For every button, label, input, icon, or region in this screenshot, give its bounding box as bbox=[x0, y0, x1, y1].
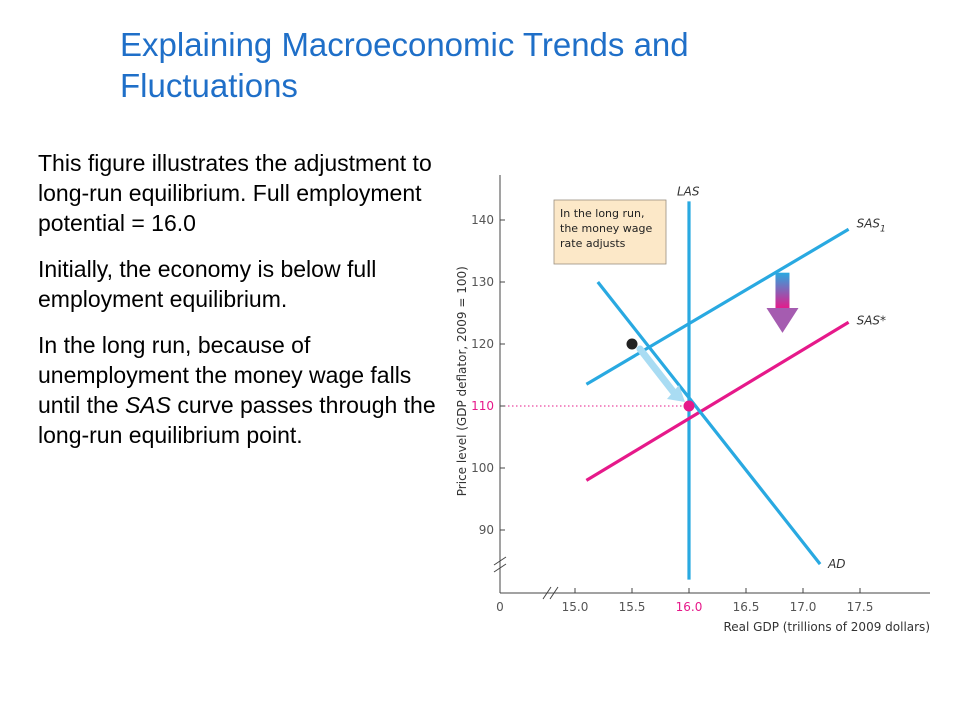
y-axis-title: Price level (GDP deflator, 2009 = 100) bbox=[455, 266, 469, 496]
adjustment-arrow-shaft bbox=[636, 345, 679, 398]
initial-equilibrium-point bbox=[626, 338, 638, 350]
x-tick-label: 15.0 bbox=[562, 600, 589, 614]
curve-sas bbox=[585, 320, 850, 482]
y-tick-label: 100 bbox=[471, 461, 494, 475]
x-tick-label: 17.5 bbox=[847, 600, 874, 614]
y-tick-label: 110 bbox=[471, 399, 494, 413]
label-sas1: SAS1 bbox=[857, 216, 886, 234]
adjustment-arrow-head bbox=[667, 385, 685, 402]
paragraph-3: In the long run, because of unemployment… bbox=[38, 330, 458, 450]
annotation-line: In the long run, bbox=[560, 207, 644, 220]
label-subscript: 1 bbox=[880, 224, 886, 234]
x-tick-label: 15.5 bbox=[619, 600, 646, 614]
text-column: This figure illustrates the adjustment t… bbox=[38, 148, 458, 466]
y-tick-label: 90 bbox=[479, 523, 494, 537]
x-axis-break bbox=[542, 586, 559, 600]
x-tick-label: 16.5 bbox=[733, 600, 760, 614]
slide-title: Explaining Macroeconomic Trends and Fluc… bbox=[120, 26, 689, 104]
x-origin-label: 0 bbox=[496, 600, 504, 614]
annotation-box bbox=[553, 199, 667, 265]
y-tick-label: 130 bbox=[471, 275, 494, 289]
y-tick-label: 140 bbox=[471, 213, 494, 227]
paragraph-3-emphasis: SAS bbox=[124, 392, 171, 418]
y-tick-label: 120 bbox=[471, 337, 494, 351]
x-axis-title: Real GDP (trillions of 2009 dollars) bbox=[723, 620, 930, 634]
shift-arrow-shaft bbox=[775, 272, 790, 309]
y-axis-break bbox=[493, 556, 507, 573]
annotation-line: rate adjusts bbox=[560, 237, 626, 250]
adjustment-chart: 90 100 110 120 130 140 15.0 15.5 16.0 16.5 17.0 17.… bbox=[455, 175, 930, 634]
annotation-line: the money wage bbox=[560, 222, 652, 235]
curve-sas1 bbox=[585, 227, 850, 386]
paragraph-2: Initially, the economy is below full emp… bbox=[38, 256, 377, 312]
shift-arrow-head bbox=[766, 308, 799, 333]
label-ad: AD bbox=[827, 557, 845, 571]
x-tick-label: 16.0 bbox=[676, 600, 703, 614]
x-tick-label: 17.0 bbox=[790, 600, 817, 614]
paragraph-3-part-2: curve passes through the long-run equili… bbox=[38, 392, 436, 448]
paragraph-1: This figure illustrates the adjustment t… bbox=[38, 150, 432, 236]
label-sas: SAS* bbox=[857, 313, 886, 327]
paragraph-3-part-1: In the long run, because of unemployment… bbox=[38, 332, 412, 418]
label-las: LAS bbox=[677, 184, 700, 198]
curve-ad bbox=[596, 281, 822, 566]
long-run-equilibrium-point bbox=[683, 400, 695, 412]
